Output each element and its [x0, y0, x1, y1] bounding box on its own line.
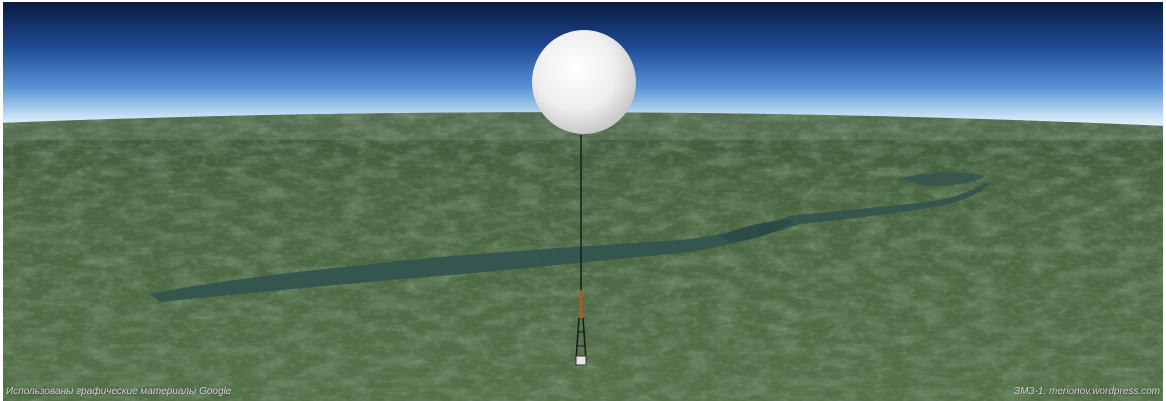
reservoir	[150, 172, 990, 302]
image-credit-left: Использованы графические материалы Googl…	[6, 386, 232, 397]
image-credit-right: ЗМЗ-1. merionov.wordpress.com	[1013, 386, 1160, 397]
balloon-icon	[532, 30, 636, 134]
mast-icon	[575, 290, 587, 366]
